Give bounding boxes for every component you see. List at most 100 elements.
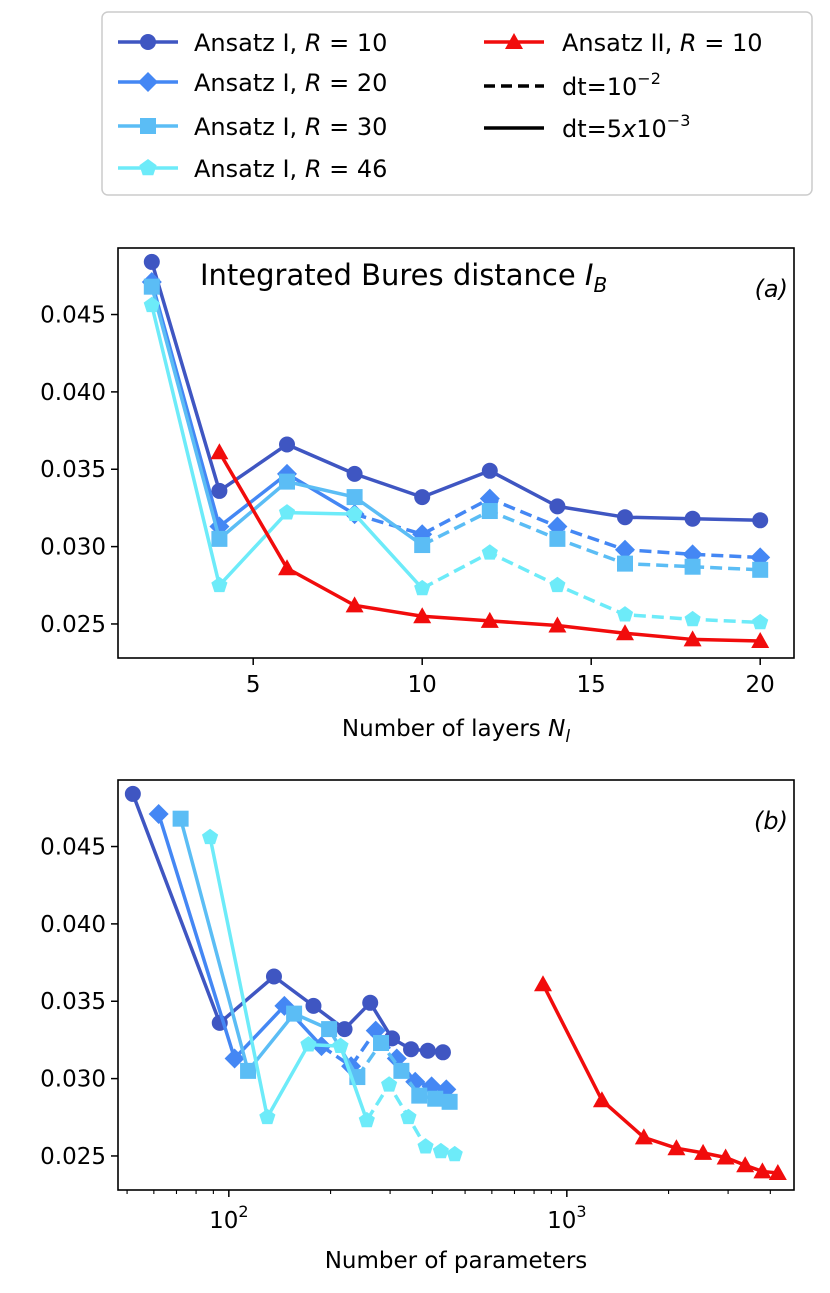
panel-b-tag: (b)	[754, 807, 788, 835]
data-point-pentagon	[211, 576, 228, 593]
panel-a-plot-area	[141, 253, 771, 648]
series-line-solid	[178, 818, 359, 1078]
data-point-triangle	[716, 1148, 735, 1165]
legend-entry-ansatz1-r10: Ansatz I, R = 10	[118, 29, 387, 57]
data-point-circle	[346, 465, 363, 482]
panel-a-title: Integrated Bures distance IB	[200, 258, 607, 297]
legend-triangle-marker	[505, 33, 523, 49]
data-point-circle	[305, 997, 322, 1014]
data-point-triangle	[683, 630, 702, 647]
data-point-pentagon	[346, 505, 363, 521]
panel-b-axes-frame	[117, 779, 795, 1191]
data-point-circle	[752, 512, 769, 529]
data-point-circle	[143, 253, 160, 270]
data-point-triangle	[210, 443, 229, 460]
legend-label: dt=10−2	[562, 69, 661, 101]
data-point-square	[411, 1087, 428, 1104]
series-line-solid	[150, 281, 356, 529]
data-point-pentagon	[432, 1142, 449, 1159]
data-point-circle	[617, 509, 633, 526]
data-point-triangle	[345, 596, 364, 613]
y-tick-label: 0.025	[40, 612, 106, 638]
legend-entry-ansatz1-r46: Ansatz I, R = 46	[118, 155, 387, 183]
data-point-circle	[336, 1021, 353, 1038]
series-line-solid	[541, 983, 779, 1175]
legend: Ansatz I, R = 10 Ansatz I, R = 20 Ansatz…	[101, 11, 813, 196]
panel-b-ticks: 0.025 0.030 0.035 0.040 0.045 102 103	[40, 835, 771, 1234]
data-point-circle	[419, 1042, 436, 1059]
data-point-triangle	[634, 1128, 653, 1145]
data-point-triangle	[751, 631, 770, 648]
data-point-diamond	[224, 1048, 245, 1069]
legend-label: Ansatz I, R = 46	[194, 155, 387, 183]
legend-label: Ansatz II, R = 10	[562, 29, 762, 57]
data-point-pentagon	[684, 610, 701, 627]
data-point-triangle	[616, 624, 634, 641]
data-point-square	[286, 1005, 303, 1022]
data-point-triangle	[278, 559, 296, 576]
x-tick-label: 103	[547, 1202, 586, 1234]
data-point-circle	[124, 785, 141, 802]
data-point-square	[172, 810, 189, 827]
data-point-circle	[265, 968, 282, 985]
x-tick-label: 5	[246, 672, 261, 698]
data-point-square	[321, 1021, 338, 1038]
x-tick-label: 102	[209, 1202, 248, 1234]
data-point-square	[240, 1062, 257, 1079]
legend-entry-ansatz1-r20: Ansatz I, R = 20	[118, 69, 387, 97]
data-point-square	[414, 537, 431, 554]
legend-entry-dt-5e-3: dt=5x10−3	[484, 111, 690, 143]
series-line-solid	[156, 813, 323, 1061]
y-tick-label: 0.025	[40, 1144, 106, 1170]
data-point-pentagon	[481, 544, 498, 560]
data-point-square	[549, 530, 566, 547]
data-point-square	[373, 1035, 390, 1052]
panel-b: 0.025 0.030 0.035 0.040 0.045 102 103 (b) Numb…	[40, 779, 795, 1274]
data-point-square	[617, 555, 633, 572]
panel-a: 0.025 0.030 0.035 0.040 0.045 5 10 15 20 Integra…	[40, 247, 795, 747]
legend-label: Ansatz I, R = 20	[194, 69, 387, 97]
y-tick-label: 0.045	[40, 835, 106, 861]
legend-pentagon-marker	[139, 159, 157, 176]
data-point-triangle	[667, 1139, 686, 1156]
data-point-triangle	[768, 1163, 787, 1180]
data-point-square	[346, 489, 363, 506]
data-point-circle	[549, 498, 566, 515]
panel-a-tag: (a)	[755, 275, 788, 303]
series-line-dashed	[355, 1041, 450, 1104]
data-point-square	[143, 278, 160, 295]
panel-a-xlabel: Number of layers Nl	[342, 716, 570, 747]
data-point-pentagon	[278, 504, 296, 520]
data-point-diamond	[148, 804, 169, 825]
data-point-diamond	[615, 539, 635, 560]
legend-circle-marker	[140, 34, 156, 50]
data-point-pentagon	[332, 1037, 349, 1053]
legend-entry-ansatz1-r30: Ansatz I, R = 30	[118, 113, 387, 141]
data-point-triangle	[533, 975, 552, 992]
legend-label: Ansatz I, R = 30	[194, 113, 387, 141]
data-point-pentagon	[414, 579, 431, 596]
data-point-diamond	[405, 1071, 426, 1092]
series-line-dashed	[421, 551, 761, 625]
data-point-pentagon	[752, 613, 769, 630]
y-tick-label: 0.035	[40, 989, 106, 1015]
x-tick-label: 15	[577, 672, 606, 698]
data-point-square	[427, 1090, 444, 1107]
data-point-square	[279, 473, 295, 490]
data-point-triangle	[736, 1156, 755, 1173]
data-point-square	[211, 530, 228, 547]
data-point-pentagon	[143, 296, 160, 313]
data-point-square	[441, 1093, 458, 1110]
data-point-circle	[362, 994, 379, 1011]
legend-label: dt=5x10−3	[562, 111, 690, 143]
data-point-pentagon	[400, 1108, 417, 1125]
legend-label: Ansatz I, R = 10	[194, 29, 387, 57]
series-line-dashed	[421, 509, 761, 572]
data-point-pentagon	[549, 576, 566, 593]
data-point-square	[393, 1062, 410, 1079]
legend-diamond-marker	[138, 72, 158, 92]
data-point-circle	[211, 482, 228, 499]
data-point-pentagon	[201, 828, 219, 845]
panel-a-ticks: 0.025 0.030 0.035 0.040 0.045 5 10 15 20	[40, 303, 775, 698]
